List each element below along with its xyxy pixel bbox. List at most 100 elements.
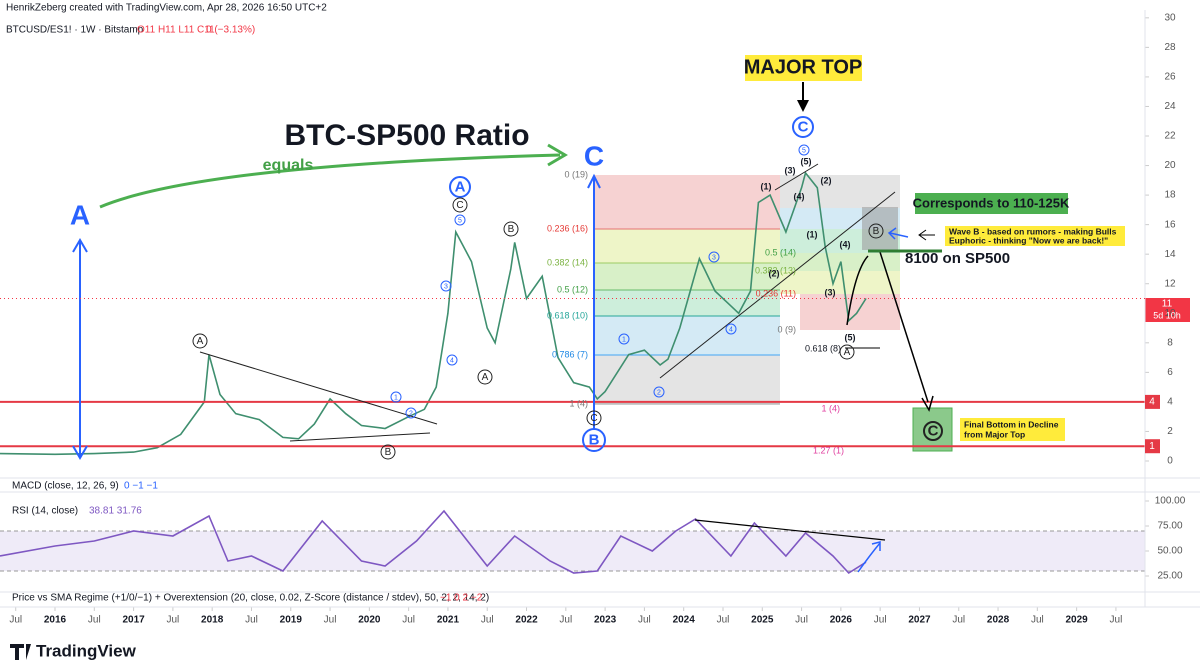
y-tick-label: 14 — [1164, 249, 1176, 260]
macd-values: 0 −1 −1 — [124, 481, 158, 492]
annotation: 0.236 (16) — [547, 223, 588, 233]
subwave-circle — [708, 251, 720, 263]
change: 0 (−3.13%) — [206, 25, 255, 36]
x-tick-label: Jul — [874, 615, 887, 626]
annotation: from Major Top — [964, 429, 1025, 439]
wave-letter: C — [928, 422, 939, 439]
rsi-values: 38.81 31.76 — [89, 506, 142, 517]
x-tick-label: 2025 — [751, 615, 774, 626]
subwave-circle — [618, 333, 630, 345]
drawings — [72, 82, 942, 573]
subwave-number: 2 — [409, 410, 413, 417]
y-tick-label: 28 — [1164, 42, 1176, 53]
x-tick-label: 2029 — [1066, 615, 1089, 626]
x-tick-label: Jul — [638, 615, 651, 626]
wave-label: (3) — [785, 165, 796, 175]
annotation: C — [584, 140, 604, 171]
wave-circle — [839, 344, 855, 360]
wave-letter: C — [456, 200, 463, 211]
wave-letter: A — [455, 178, 466, 195]
annotation: 0.5 (14) — [765, 247, 796, 257]
level-label: 1 — [1149, 441, 1155, 452]
symbol: BTCUSD/ES1! · 1W · Bitstamp — [6, 25, 144, 36]
wave-circle — [380, 444, 396, 460]
wave-letter: A — [197, 336, 204, 347]
x-tick-label: 2026 — [830, 615, 853, 626]
y-tick-label: 22 — [1164, 131, 1176, 142]
wave-letter: C — [798, 118, 809, 135]
y-tick-label: 26 — [1164, 72, 1176, 83]
y-tick-label: 4 — [1167, 397, 1173, 408]
regime-label: Price vs SMA Regime (+1/0/−1) + Overexte… — [12, 593, 489, 604]
wave-letter: B — [589, 431, 600, 448]
annotation: 0.382 (13) — [755, 265, 796, 275]
wave-label: (1) — [761, 181, 772, 191]
x-tick-label: 2028 — [987, 615, 1010, 626]
wave-label: (4) — [840, 239, 851, 249]
wave-circle — [792, 116, 814, 138]
labels: Jul 2016 Jul 2017 Jul 2018 Jul 2019 Jul 2020 Jul 20… — [0, 12, 1186, 626]
subwave-number: 1 — [622, 336, 626, 343]
annotation: Corresponds to 110-125K — [913, 195, 1070, 210]
x-tick-label: Jul — [9, 615, 22, 626]
price-label: 11 — [1162, 299, 1173, 310]
annotation: 0.382 (14) — [547, 257, 588, 267]
level-box — [1145, 394, 1160, 409]
annotation: equals — [263, 157, 314, 174]
x-tick-label: 2021 — [437, 615, 460, 626]
subwave-number: 5 — [458, 217, 462, 224]
y-tick-label: 6 — [1167, 367, 1173, 378]
wave-circle — [449, 176, 471, 198]
wave-label: (5) — [845, 332, 856, 342]
subwave-number: 2 — [657, 389, 661, 396]
x-tick-label: Jul — [795, 615, 808, 626]
x-tick-label: Jul — [245, 615, 258, 626]
annotation: 8100 on SP500 — [905, 250, 1010, 267]
subwave-number: 3 — [712, 254, 716, 261]
annotation: 0.618 (8) — [805, 343, 841, 353]
wave-circle — [923, 421, 943, 441]
annotation: 1 (4) — [569, 398, 588, 408]
target-box — [912, 407, 953, 452]
wave-label: (1) — [807, 229, 818, 239]
subwave-circle — [454, 214, 466, 226]
wave-b-box — [862, 207, 898, 250]
annotation: 0.618 (10) — [547, 310, 588, 320]
subwave-circle — [446, 354, 458, 366]
x-tick-label: Jul — [952, 615, 965, 626]
x-tick-label: Jul — [166, 615, 179, 626]
wave-circle — [582, 428, 606, 452]
panel-frames — [0, 10, 1200, 608]
x-tick-label: Jul — [481, 615, 494, 626]
annotation: MAJOR TOP — [744, 56, 863, 78]
y-tick-label: 2 — [1167, 426, 1173, 437]
wave-label: (3) — [825, 287, 836, 297]
subwave-number: 4 — [729, 326, 733, 333]
x-tick-label: 2020 — [358, 615, 381, 626]
series-line — [0, 171, 867, 456]
wave-letter: B — [508, 224, 515, 235]
y-tick-label: 50.00 — [1157, 546, 1182, 557]
y-tick-label: 12 — [1164, 278, 1176, 289]
y-tick-label: 24 — [1164, 101, 1176, 112]
footer: TradingView — [36, 641, 137, 660]
annotation: 5d 10h — [1153, 310, 1181, 320]
x-tick-label: Jul — [1031, 615, 1044, 626]
y-tick-label: 16 — [1164, 219, 1176, 230]
y-tick-label: 10 — [1164, 308, 1176, 319]
wave-circle — [503, 221, 519, 237]
annotation: 1 (4) — [821, 403, 840, 413]
wave-letter: A — [482, 372, 489, 383]
x-tick-label: Jul — [717, 615, 730, 626]
subwave-number: 4 — [450, 357, 454, 364]
wave-label: (2) — [821, 175, 832, 185]
y-tick-label: 0 — [1167, 456, 1173, 467]
subwave-number: 5 — [802, 147, 806, 154]
y-tick-label: 75.00 — [1157, 521, 1182, 532]
annotation: 0 (9) — [777, 324, 796, 334]
annotation: 1.27 (1) — [813, 445, 844, 455]
y-tick-label: 18 — [1164, 190, 1176, 201]
wave-circle — [192, 333, 208, 349]
annotation: 0 (19) — [564, 169, 588, 179]
y-tick-label: 100.00 — [1155, 496, 1186, 507]
